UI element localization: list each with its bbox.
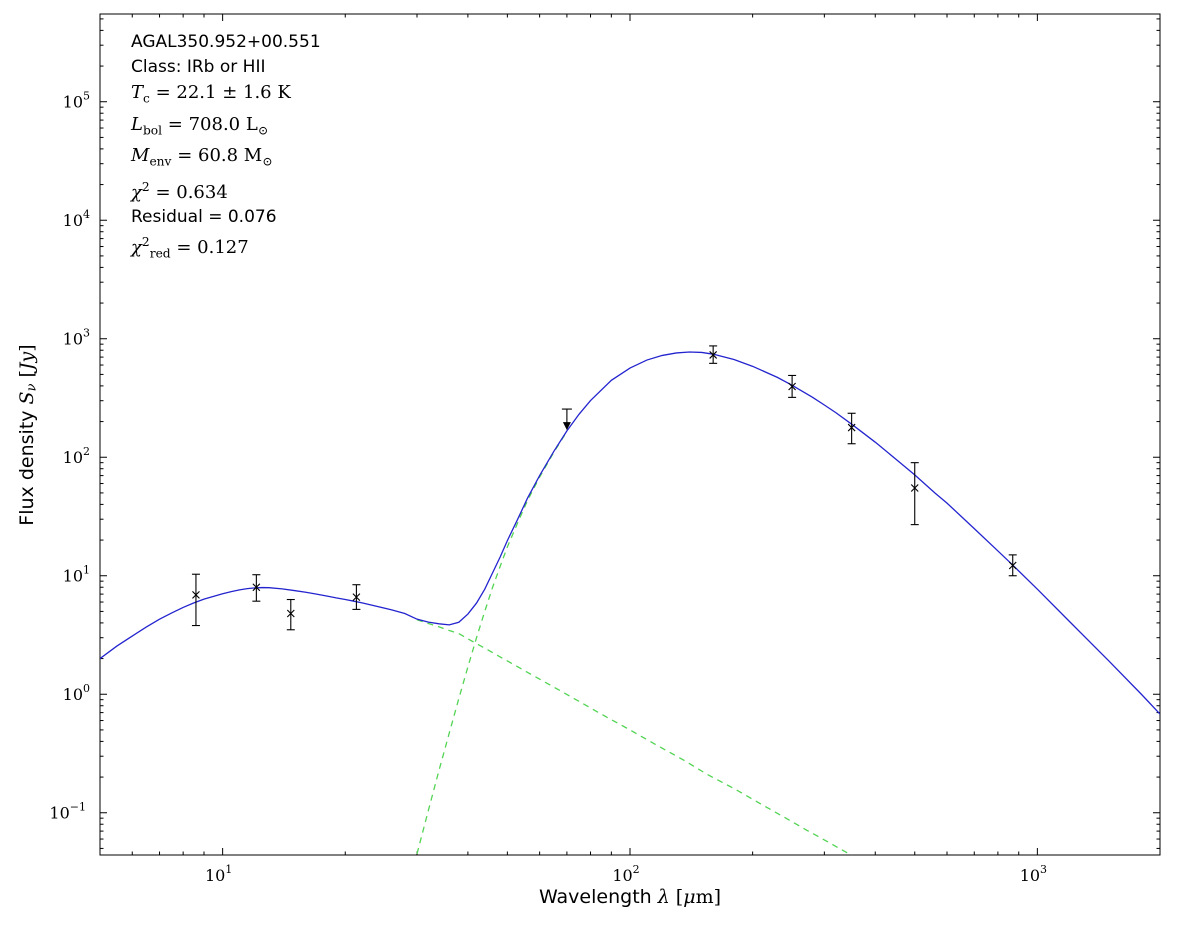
text-segment: S [16, 391, 38, 405]
data-point-marker [191, 573, 200, 627]
tick-label: 104 [63, 208, 90, 230]
text-segment: env [149, 154, 172, 169]
tick-label: 103 [63, 327, 90, 349]
text-segment: bol [142, 123, 163, 137]
axis-ticks [99, 14, 1161, 855]
text-segment: AGAL350.952+00.551 [131, 32, 321, 52]
text-segment: = 0.127 [170, 236, 249, 258]
tick-label: 103 [1020, 863, 1047, 885]
text-segment: c [143, 91, 150, 106]
fit-parameter-line-1: Class: IRb or HII [131, 55, 321, 80]
data-point-marker [709, 345, 718, 364]
text-segment: M [131, 145, 150, 166]
text-segment: Wavelength [538, 886, 658, 908]
text-segment: 2 [141, 179, 150, 194]
text-segment: χ [131, 236, 142, 258]
data-point-marker [788, 374, 797, 398]
text-segment: Jy [16, 351, 38, 371]
text-segment: ν [24, 383, 40, 392]
text-segment: μ [683, 886, 696, 908]
text-segment: m [695, 886, 714, 908]
fit-parameter-line-7: χ2red = 0.127 [131, 230, 321, 267]
cold-component-curve [416, 431, 568, 855]
text-segment: ⊙ [257, 123, 269, 137]
data-points [191, 345, 1017, 631]
fit-parameter-line-4: Menv = 60.8 M⊙ [131, 143, 321, 175]
x-axis-label: Wavelength λ [μm] [100, 886, 1160, 908]
fit-parameter-line-0: AGAL350.952+00.551 [131, 30, 321, 55]
data-point-marker [910, 462, 919, 526]
text-segment: = 60.8 M [171, 145, 263, 166]
text-segment: [ [669, 886, 684, 908]
text-segment: λ [657, 886, 670, 908]
fit-parameter-line-6: Residual = 0.076 [131, 205, 321, 230]
text-segment: = 0.634 [149, 181, 228, 203]
data-point-marker [286, 598, 295, 631]
text-segment: ] [16, 344, 38, 352]
tick-label: 100 [63, 682, 90, 704]
data-point-marker [252, 574, 261, 602]
hot-component-curve [416, 619, 853, 855]
text-segment: ] [713, 886, 722, 908]
upper-limit-marker [561, 408, 572, 431]
tick-label: 102 [63, 445, 90, 467]
text-segment: χ [131, 181, 142, 203]
data-point-marker [847, 412, 856, 445]
fit-parameters-block: AGAL350.952+00.551 Class: IRb or HII Tc = … [131, 30, 321, 266]
model-curves [100, 351, 1160, 855]
fit-parameter-line-3: Lbol = 708.0 L⊙ [131, 112, 321, 144]
text-segment: = 708.0 L [162, 113, 258, 135]
text-segment: 2 [141, 234, 150, 249]
text-segment: T [131, 82, 144, 103]
fit-parameter-line-5: χ2 = 0.634 [131, 175, 321, 205]
text-segment: red [149, 246, 171, 260]
model-total-fit-curve [100, 351, 1160, 715]
text-segment: = 22.1 ± 1.6 K [149, 82, 291, 103]
fit-parameter-line-2: Tc = 22.1 ± 1.6 K [131, 80, 321, 112]
text-segment: Flux density [16, 404, 38, 526]
tick-labels: 101 102 103 10−1 100 101 102 103 104 105 [49, 90, 1047, 885]
text-segment: L [131, 113, 143, 135]
tick-label: 105 [63, 90, 90, 112]
data-point-marker [352, 584, 361, 610]
text-segment: [ [16, 370, 38, 384]
tick-label: 101 [63, 564, 90, 586]
tick-label: 101 [205, 863, 232, 885]
data-point-marker [1008, 554, 1017, 577]
tick-label: 102 [612, 863, 639, 885]
text-segment: Class: IRb or HII [131, 57, 266, 77]
text-segment: ⊙ [262, 154, 273, 169]
text-segment: Residual = 0.076 [131, 206, 277, 227]
tick-label: 10−1 [49, 801, 86, 823]
y-axis-label: Flux density Sν [Jy] [16, 344, 40, 525]
